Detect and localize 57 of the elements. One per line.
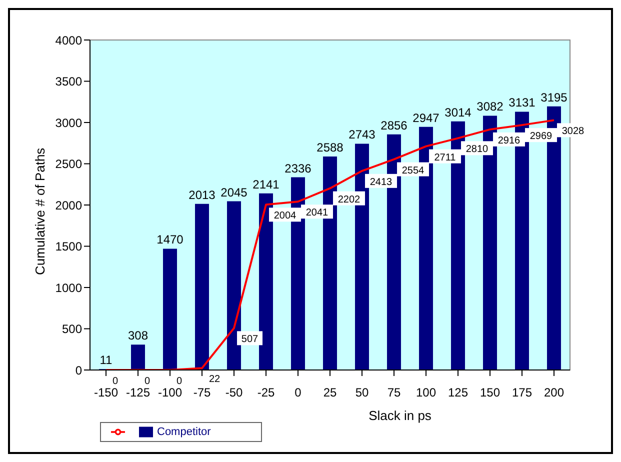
x-tick-label: 150 — [480, 386, 500, 400]
data-label: 2810 — [466, 144, 489, 156]
data-label: 0 — [144, 376, 150, 387]
data-label: 308 — [128, 328, 148, 343]
data-label: 2004 — [274, 210, 297, 222]
y-tick-label: 500 — [62, 322, 82, 336]
data-label: 2916 — [498, 135, 521, 146]
data-label: 2947 — [412, 110, 440, 125]
y-axis-title: Cumulative # of Paths — [32, 147, 48, 275]
data-label: 3195 — [540, 90, 568, 104]
y-tick-label: 2500 — [55, 157, 82, 172]
x-tick-label: -150 — [94, 386, 118, 400]
data-label: 22 — [208, 374, 220, 386]
data-label: 2045 — [220, 185, 248, 200]
y-tick-label: 2000 — [55, 198, 82, 212]
x-tick-label: -50 — [225, 386, 243, 400]
data-label: 2743 — [348, 128, 376, 142]
x-tick-label: 0 — [294, 386, 302, 400]
data-label: 2969 — [530, 131, 553, 142]
y-tick-label: 4000 — [55, 33, 82, 48]
x-tick-label: 175 — [512, 386, 532, 400]
x-tick-label: 125 — [448, 386, 468, 400]
data-label: 3014 — [444, 105, 472, 120]
data-label: 3028 — [562, 126, 585, 138]
data-label: 0 — [176, 376, 182, 387]
x-tick-label: -125 — [126, 386, 150, 400]
x-tick-label: 50 — [355, 386, 369, 400]
data-label: 2013 — [188, 188, 216, 202]
x-tick-label: -100 — [158, 386, 182, 400]
y-tick-label: 0 — [75, 363, 82, 378]
data-label: 11 — [100, 353, 113, 368]
data-label: 2554 — [402, 165, 425, 176]
data-label: 2856 — [380, 118, 408, 132]
legend-label: Competitor — [157, 426, 211, 438]
data-label: 2413 — [370, 176, 393, 188]
y-tick-label: 3500 — [55, 74, 82, 89]
data-label: 507 — [241, 334, 259, 346]
y-tick-label: 1500 — [55, 240, 82, 254]
data-label: 3082 — [476, 100, 504, 114]
data-label: 0 — [112, 376, 118, 387]
x-tick-label: 75 — [387, 386, 401, 400]
x-tick-label: 100 — [416, 386, 436, 400]
data-label: 2202 — [338, 194, 361, 206]
x-tick-label: -25 — [257, 386, 275, 400]
data-label: 2141 — [252, 177, 280, 192]
data-label: 2041 — [306, 208, 329, 219]
x-tick-label: 200 — [544, 386, 564, 400]
data-label: 3131 — [508, 96, 536, 110]
x-axis-title: Slack in ps — [368, 408, 432, 423]
x-tick-label: 25 — [323, 386, 337, 400]
y-tick-label: 3000 — [55, 116, 82, 130]
y-tick-label: 1000 — [55, 280, 82, 295]
data-label: 2336 — [284, 161, 312, 176]
data-label: 1470 — [156, 232, 184, 247]
x-tick-label: -75 — [193, 386, 211, 400]
data-label: 2711 — [434, 152, 456, 164]
data-label: 2588 — [316, 140, 344, 154]
